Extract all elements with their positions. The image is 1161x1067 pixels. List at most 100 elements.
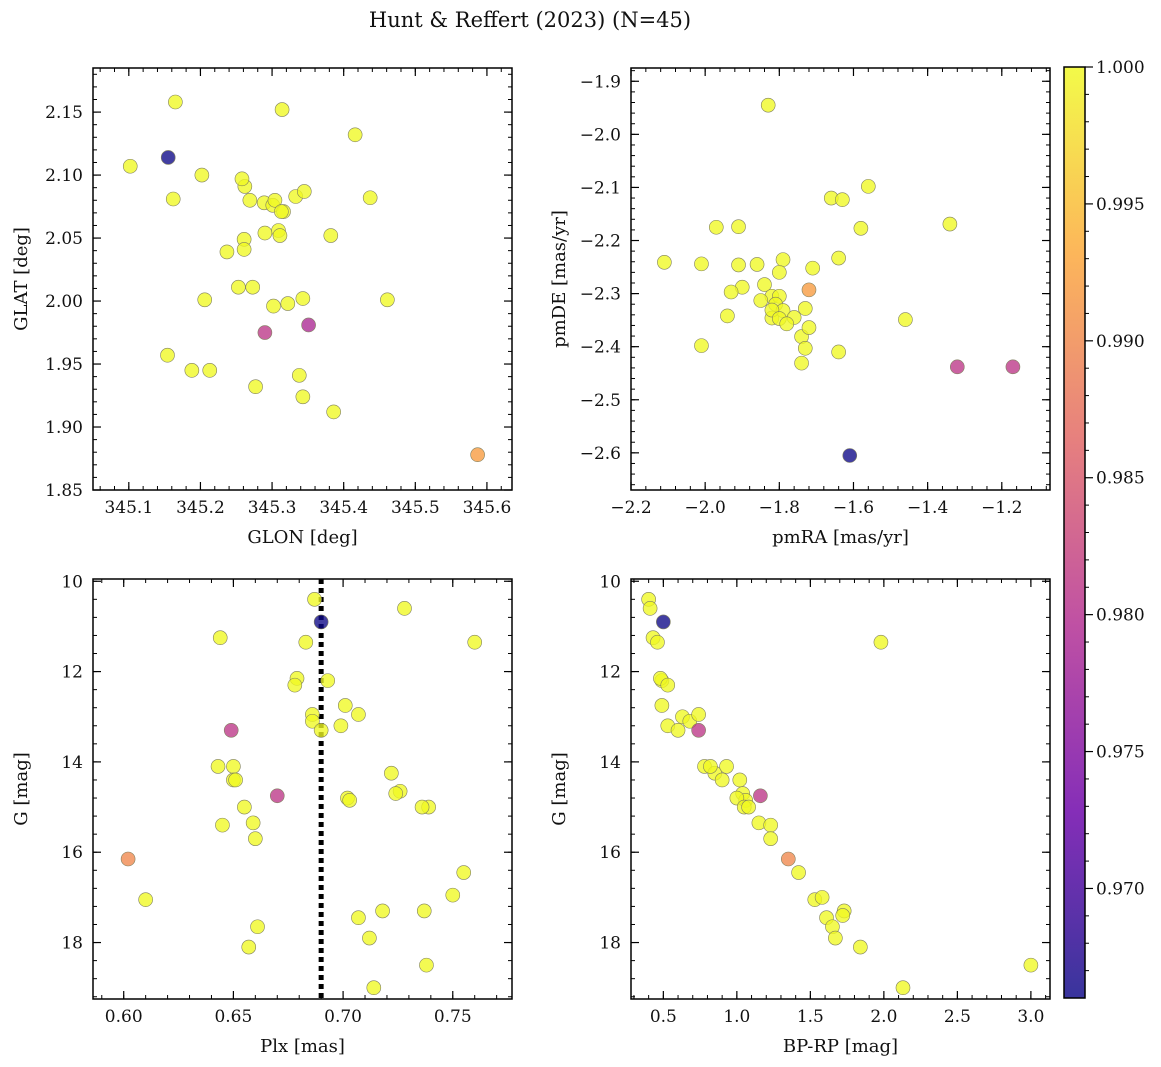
data-point bbox=[467, 634, 483, 650]
data-point bbox=[160, 347, 175, 363]
axes-frame bbox=[92, 578, 513, 1000]
data-point bbox=[248, 379, 263, 395]
data-point bbox=[298, 634, 314, 650]
data-point bbox=[337, 698, 353, 713]
x-tick-label: 0.65 bbox=[214, 1007, 252, 1027]
data-point bbox=[950, 359, 965, 375]
data-point bbox=[333, 718, 349, 734]
panel-pmra-pmde: −2.2 −2.0 −1.8 −1.6 −1.4 −1.2 −2.6 −2.5 −2.4 −2.3… bbox=[549, 67, 1051, 548]
data-point bbox=[719, 759, 734, 774]
data-point bbox=[380, 292, 395, 308]
y-tick-label: 16 bbox=[599, 843, 621, 863]
y-tick-label: 14 bbox=[599, 753, 621, 773]
data-point bbox=[797, 340, 813, 356]
x-tick-label: −2.0 bbox=[685, 498, 726, 518]
data-point bbox=[642, 601, 658, 616]
y-tick-label: 12 bbox=[599, 663, 621, 683]
data-point bbox=[753, 293, 769, 308]
x-tick-label: 0.60 bbox=[105, 1007, 143, 1027]
data-point bbox=[814, 890, 830, 905]
data-point bbox=[320, 673, 336, 688]
y-tick-label: 10 bbox=[61, 572, 83, 592]
y-tick-label: −2.5 bbox=[580, 391, 621, 411]
data-point bbox=[861, 179, 876, 194]
x-tick-label: −1.6 bbox=[833, 498, 874, 518]
x-tick-label: −2.2 bbox=[610, 498, 651, 518]
data-point bbox=[835, 908, 851, 923]
data-point bbox=[831, 344, 846, 360]
data-point bbox=[296, 184, 312, 199]
data-point bbox=[257, 225, 273, 241]
x-tick-label: 345.1 bbox=[104, 498, 153, 518]
data-point bbox=[267, 192, 283, 208]
data-point bbox=[895, 980, 911, 996]
y-tick-label: 16 bbox=[61, 843, 83, 863]
data-point bbox=[342, 792, 357, 808]
data-point bbox=[323, 228, 339, 243]
data-point bbox=[138, 892, 153, 907]
data-point bbox=[731, 257, 746, 273]
data-point bbox=[351, 910, 366, 926]
x-tick-label: 1.0 bbox=[723, 1007, 750, 1027]
x-tick-label: 3.0 bbox=[1017, 1007, 1044, 1027]
y-tick-label: −2.2 bbox=[580, 232, 621, 252]
panel-bprp-g: 0.5 1.0 1.5 2.0 2.5 3.0 10 12 14 16 18 BP-RP [mag] G… bbox=[549, 572, 1051, 1057]
data-point bbox=[168, 94, 183, 110]
colorbar-gradient bbox=[1063, 66, 1086, 999]
x-tick-label: 345.6 bbox=[463, 498, 512, 518]
data-point bbox=[805, 260, 820, 276]
y-tick-label: 2.05 bbox=[45, 229, 83, 249]
axes-frame bbox=[630, 578, 1051, 1000]
y-tick-label: −2.1 bbox=[580, 178, 621, 198]
data-point bbox=[250, 919, 265, 935]
colorbar-tick-label: 0.970 bbox=[1096, 879, 1145, 899]
data-point bbox=[691, 722, 706, 738]
y-tick-label: 12 bbox=[61, 663, 83, 683]
data-point bbox=[197, 292, 213, 308]
data-point bbox=[801, 282, 817, 298]
colorbar-tick-label: 0.980 bbox=[1096, 606, 1145, 626]
data-point bbox=[212, 630, 228, 646]
data-point bbox=[794, 355, 809, 371]
data-point bbox=[797, 301, 813, 316]
x-tick-label: 0.75 bbox=[434, 1007, 472, 1027]
data-point bbox=[835, 192, 850, 207]
data-point bbox=[660, 677, 676, 693]
x-axis-label: Plx [mas] bbox=[260, 1036, 345, 1057]
data-point bbox=[419, 957, 434, 973]
y-tick-label: 1.90 bbox=[45, 418, 83, 438]
data-point bbox=[272, 228, 288, 243]
data-point bbox=[753, 788, 768, 804]
data-point bbox=[274, 204, 289, 219]
y-tick-label: 18 bbox=[61, 934, 83, 954]
data-point bbox=[720, 308, 735, 324]
colorbar: 0.970 0.975 0.980 0.985 0.990 0.995 1.000 bbox=[1063, 58, 1145, 999]
figure-title: Hunt & Reffert (2023) (N=45) bbox=[369, 8, 691, 32]
data-point bbox=[731, 219, 746, 235]
data-point bbox=[228, 772, 243, 788]
data-point bbox=[226, 759, 241, 774]
data-point bbox=[763, 831, 778, 846]
data-point bbox=[749, 257, 765, 272]
data-point bbox=[280, 296, 296, 311]
data-point bbox=[397, 601, 412, 616]
data-point bbox=[650, 634, 665, 650]
data-point bbox=[670, 722, 686, 738]
data-point bbox=[313, 614, 329, 630]
y-tick-label: −2.4 bbox=[580, 338, 621, 358]
data-point bbox=[694, 256, 709, 272]
x-tick-label: 0.5 bbox=[650, 1007, 677, 1027]
data-point bbox=[694, 338, 709, 353]
colorbar-tick-label: 0.995 bbox=[1096, 195, 1145, 215]
data-point bbox=[237, 799, 252, 815]
data-point bbox=[873, 634, 889, 650]
data-point bbox=[732, 772, 748, 788]
data-point bbox=[326, 404, 341, 420]
data-point bbox=[898, 312, 913, 327]
panels: 345.1 345.2 345.3 345.4 345.5 345.6 1.85 1.90 1.… bbox=[11, 67, 1051, 1057]
data-point bbox=[1005, 359, 1021, 375]
plot-area bbox=[93, 579, 512, 999]
y-tick-label: 2.10 bbox=[45, 166, 83, 186]
data-point bbox=[236, 242, 252, 257]
data-point bbox=[763, 817, 778, 833]
